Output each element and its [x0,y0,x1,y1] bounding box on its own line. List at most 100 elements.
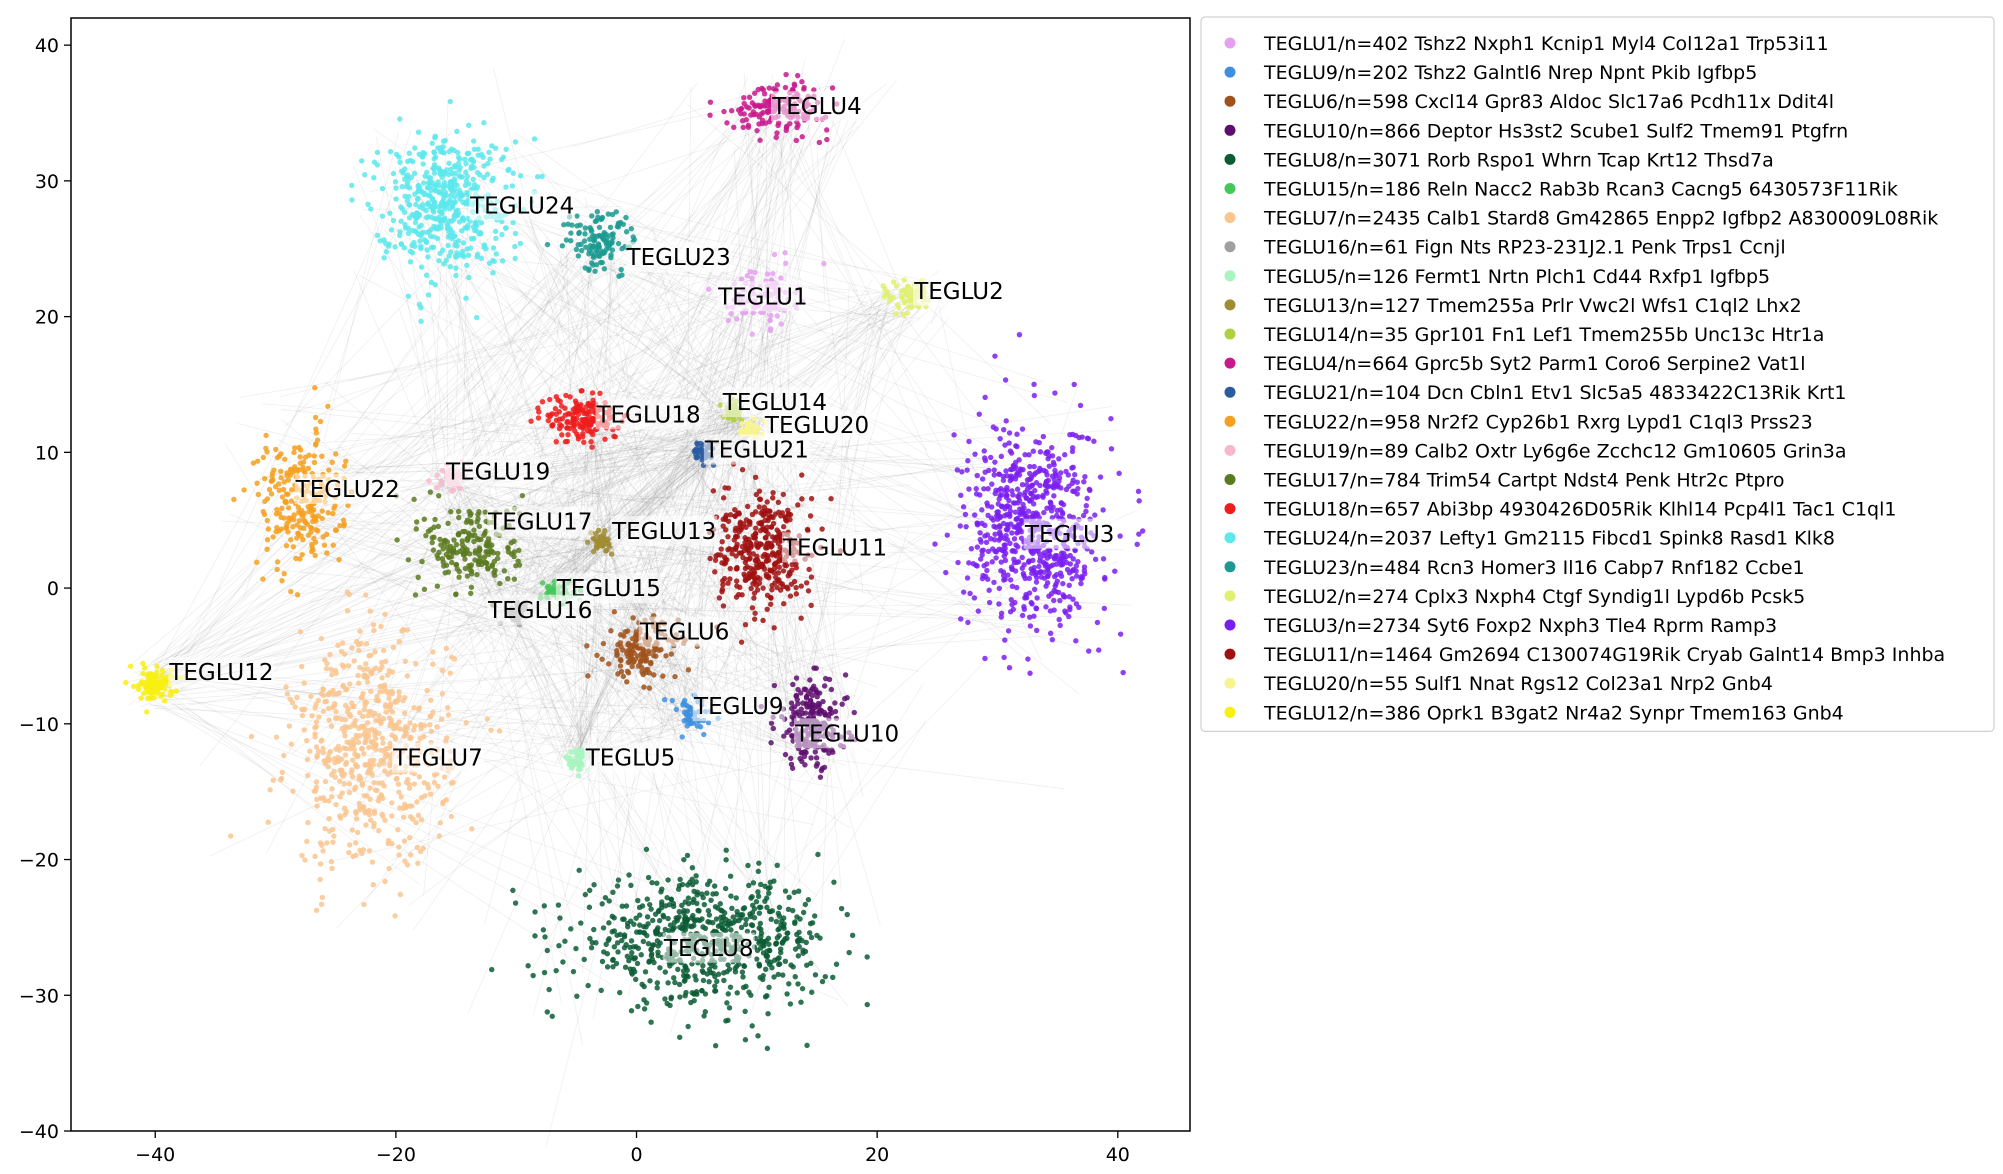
scatter-point [1037,449,1044,455]
scatter-point [590,397,596,403]
scatter-point [482,530,488,536]
graph-edge [728,409,798,754]
scatter-point [818,767,825,774]
scatter-point [283,684,289,690]
scatter-point [574,750,580,757]
scatter-point [371,810,378,817]
scatter-point [788,700,795,706]
scatter-point [795,700,801,707]
graph-edge [634,395,682,746]
scatter-point [630,642,636,648]
scatter-point [827,706,834,713]
scatter-point [484,171,491,178]
graph-edge [466,501,566,755]
scatter-point [960,504,967,510]
scatter-point [291,445,298,451]
graph-edge [298,584,513,625]
scatter-point [682,977,688,983]
scatter-point [389,709,396,715]
scatter-point [435,188,441,195]
scatter-point [351,746,358,753]
scatter-point [1003,418,1009,424]
scatter-point [419,558,425,565]
scatter-point [755,868,762,875]
scatter-point [1047,563,1054,569]
scatter-point [398,794,404,800]
scatter-point [231,496,237,503]
scatter-point [274,559,281,565]
scatter-point [648,906,654,912]
scatter-point [423,238,429,245]
scatter-point [985,548,992,555]
scatter-point [413,526,420,532]
scatter-point [326,816,332,822]
graph-edge [729,107,983,481]
scatter-point [624,679,630,685]
scatter-point [775,910,782,917]
scatter-point [977,536,984,543]
scatter-point [657,940,663,946]
scatter-point [1083,502,1089,509]
scatter-point [749,331,755,337]
scatter-point [296,518,303,524]
scatter-point [648,661,654,667]
scatter-point [1029,601,1035,607]
scatter-point [421,191,428,198]
scatter-point [764,953,771,959]
scatter-point [352,723,358,729]
scatter-point [1016,497,1023,504]
scatter-point [444,200,451,206]
scatter-point [766,984,772,991]
scatter-point [767,317,773,324]
graph-edge [328,455,911,486]
scatter-point [454,128,460,135]
scatter-point [974,472,980,479]
graph-edge [348,292,733,382]
scatter-point [374,693,380,699]
scatter-point [666,901,673,908]
scatter-point [431,772,438,778]
scatter-point [755,889,761,895]
scatter-point [610,231,616,237]
scatter-point [651,672,657,678]
graph-edge [443,173,803,717]
scatter-point [412,145,418,151]
scatter-point [981,448,987,454]
scatter-point [264,546,270,552]
scatter-point [393,185,399,191]
graph-edge [324,396,597,452]
scatter-point [702,991,709,997]
scatter-point [767,884,773,891]
scatter-point [305,465,312,472]
graph-edge [625,634,1065,664]
scatter-point [346,849,352,856]
scatter-point [770,270,776,277]
scatter-point [380,760,387,767]
scatter-point [516,547,522,554]
scatter-point [360,713,366,720]
scatter-point [481,554,488,560]
graph-edge [439,557,618,908]
scatter-point [747,268,753,275]
scatter-point [290,544,297,550]
scatter-point [993,555,999,561]
scatter-point [768,916,774,923]
scatter-point [270,534,276,540]
scatter-point [440,185,447,191]
scatter-point [1030,448,1037,454]
scatter-point [682,702,688,708]
scatter-point [395,827,401,833]
scatter-point [768,740,774,746]
scatter-point [376,713,382,719]
scatter-point [415,574,421,580]
scatter-point [447,178,454,185]
scatter-point [418,795,425,801]
scatter-point [807,930,813,936]
graph-edge [328,298,919,483]
scatter-point [326,691,332,697]
scatter-point [288,741,295,747]
scatter-point [803,693,810,700]
scatter-point [737,110,744,117]
graph-edge [543,314,728,588]
scatter-point [485,566,491,572]
